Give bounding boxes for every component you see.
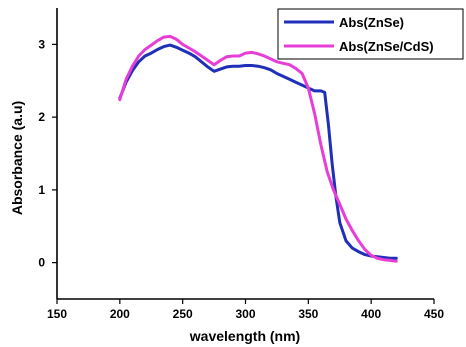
y-tick-label: 1 <box>38 183 45 197</box>
legend: Abs(ZnSe) Abs(ZnSe/CdS) <box>277 8 464 60</box>
series-layer <box>118 34 398 263</box>
x-tick-label: 400 <box>361 307 381 321</box>
y-tick-label: 0 <box>38 256 45 270</box>
y-tick-label: 3 <box>38 37 45 51</box>
y-ticks: 0 1 2 3 <box>38 37 57 270</box>
series-line-znse-cds <box>118 34 398 263</box>
legend-label-znse: Abs(ZnSe) <box>339 15 404 30</box>
legend-box <box>277 8 464 60</box>
x-ticks: 150 200 250 300 350 400 450 <box>47 299 444 321</box>
x-tick-label: 450 <box>424 307 444 321</box>
y-axis-title: Absorbance (a.u) <box>9 101 25 215</box>
series-line-znse <box>118 43 398 260</box>
x-axis-title: wavelength (nm) <box>189 328 300 344</box>
x-tick-label: 150 <box>47 307 67 321</box>
y-tick-label: 2 <box>38 110 45 124</box>
legend-label-znse-cds: Abs(ZnSe/CdS) <box>339 39 434 54</box>
x-tick-label: 350 <box>298 307 318 321</box>
x-tick-label: 200 <box>110 307 130 321</box>
x-tick-label: 250 <box>173 307 193 321</box>
x-tick-label: 300 <box>235 307 255 321</box>
